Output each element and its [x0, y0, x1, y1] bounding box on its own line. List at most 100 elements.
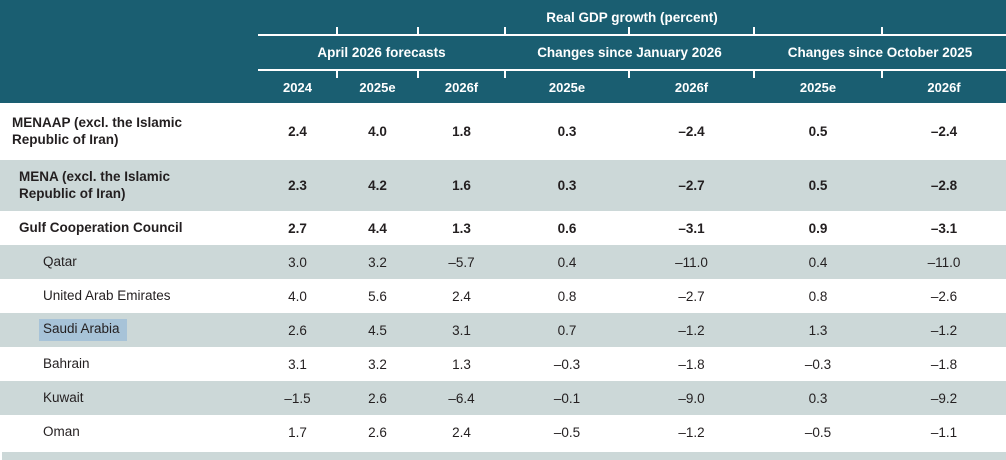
value-cell: 0.5: [808, 178, 828, 193]
value-cell: 1.3: [808, 322, 828, 338]
value-cell: –1.5: [284, 390, 311, 406]
year-column-header: 2025e: [799, 79, 837, 95]
column-group-label: Changes since October 2025: [787, 45, 973, 60]
value-cell: –0.5: [804, 425, 832, 440]
table-row: MENA (excl. the Islamic Republic of Iran…: [0, 160, 1006, 211]
value-cell: 4.4: [368, 220, 387, 236]
table-header: Real GDP growth (percent) April 2026 for…: [0, 0, 1006, 103]
value-cell: 0.3: [557, 124, 577, 139]
year-column-header: 2025e: [548, 79, 586, 95]
value-cell: 1.6: [452, 178, 471, 193]
value-cell: 0.8: [557, 288, 577, 304]
header-tick-mark: [881, 71, 883, 78]
value-cell: –2.4: [930, 124, 958, 139]
value-cell: 1.3: [452, 356, 471, 372]
value-cell: –1.8: [678, 356, 705, 372]
value-cell: 3.2: [368, 254, 387, 270]
value-cell: –11.0: [927, 254, 961, 270]
value-cell: –0.3: [804, 356, 832, 372]
value-cell: –2.4: [678, 124, 705, 139]
value-cell: –3.1: [678, 220, 705, 236]
value-cell: 3.0: [288, 254, 307, 270]
header-tick-mark: [417, 27, 419, 34]
value-cell: –5.7: [448, 254, 475, 270]
value-cell: 2.4: [288, 124, 307, 139]
value-cell: 3.1: [452, 322, 471, 338]
row-label-text: Bahrain: [43, 355, 90, 371]
value-cell: 0.7: [557, 322, 577, 338]
row-label-text: United Arab Emirates: [43, 287, 171, 303]
value-cell: –2.8: [930, 178, 958, 193]
year-column-header: 2026f: [674, 79, 709, 95]
value-cell: –9.2: [930, 390, 958, 406]
header-tick-mark: [628, 27, 630, 34]
table-row: MENAAP (excl. the Islamic Republic of Ir…: [0, 103, 1006, 160]
value-cell: 0.5: [808, 124, 828, 139]
value-cell: 1.7: [288, 425, 307, 440]
table-row: Oman 1.7 2.6 2.4 –0.5 –1.2 –0.5 –1.1: [0, 415, 1006, 450]
header-tick-mark: [753, 71, 755, 78]
value-cell: 0.3: [808, 390, 828, 406]
value-cell: –1.8: [930, 356, 958, 372]
value-cell: –3.1: [930, 220, 958, 236]
value-cell: 1.3: [452, 220, 471, 236]
value-cell: 0.4: [557, 254, 577, 270]
value-cell: 1.8: [452, 124, 471, 139]
value-cell: –1.2: [678, 425, 705, 440]
value-cell: 3.1: [288, 356, 307, 372]
header-tick-mark: [881, 27, 883, 34]
value-cell: 4.0: [368, 124, 387, 139]
value-cell: 2.6: [368, 390, 387, 406]
column-group-label: Changes since January 2026: [537, 45, 722, 60]
row-label: Qatar: [0, 254, 258, 271]
value-cell: –11.0: [675, 254, 708, 270]
value-cell: 0.6: [557, 220, 577, 236]
value-cell: –2.7: [678, 178, 705, 193]
value-cell: 4.2: [368, 178, 387, 193]
row-label: Kuwait: [0, 390, 258, 407]
column-group-label: April 2026 forecasts: [317, 45, 446, 60]
row-label-text: Qatar: [43, 253, 77, 269]
table-row: Kuwait –1.5 2.6 –6.4 –0.1 –9.0 0.3 –9.2: [0, 381, 1006, 415]
value-cell: –2.7: [678, 288, 705, 304]
table-row: Qatar 3.0 3.2 –5.7 0.4 –11.0 0.4 –11.0: [0, 245, 1006, 279]
value-cell: 2.4: [452, 288, 471, 304]
year-header-row: 2024 2025e 2026f 2025e 2026f 2025e 2026f: [258, 71, 1006, 103]
year-column-header: 2026f: [444, 79, 479, 95]
value-cell: 4.5: [368, 322, 387, 338]
value-cell: 2.7: [288, 220, 307, 236]
row-label-text: Oman: [43, 424, 80, 440]
value-cell: –1.1: [930, 425, 958, 440]
row-label: Gulf Cooperation Council: [0, 220, 258, 237]
table-row: Saudi Arabia 2.6 4.5 3.1 0.7 –1.2 1.3 –1.2: [0, 313, 1006, 347]
value-cell: 0.8: [808, 288, 828, 304]
header-tick-mark: [504, 27, 506, 34]
value-cell: –9.0: [678, 390, 705, 406]
value-cell: –1.2: [678, 322, 705, 338]
header-divider-top: [258, 34, 1006, 36]
row-label: Saudi Arabia: [0, 319, 258, 341]
table-body: MENAAP (excl. the Islamic Republic of Ir…: [0, 103, 1006, 450]
value-cell: 0.3: [557, 178, 577, 193]
row-label-text: MENAAP (excl. the Islamic Republic of Ir…: [12, 114, 183, 147]
year-column-header: 2024: [283, 79, 312, 95]
value-cell: 2.6: [368, 425, 387, 440]
row-label-text-selected: Saudi Arabia: [39, 319, 127, 341]
column-group-row: April 2026 forecasts Changes since Januar…: [258, 36, 1006, 69]
value-cell: –2.6: [930, 288, 958, 304]
value-cell: –1.2: [930, 322, 958, 338]
header-tick-mark: [417, 71, 419, 78]
row-label: Oman: [0, 424, 258, 441]
year-column-header: 2026f: [927, 79, 961, 95]
value-cell: –0.5: [553, 425, 581, 440]
partial-next-row: [2, 452, 1006, 460]
value-cell: 2.3: [288, 178, 307, 193]
header-divider-bottom: [258, 69, 1006, 71]
header-tick-mark: [336, 27, 338, 34]
table-title: Real GDP growth (percent): [546, 9, 718, 25]
row-label: Bahrain: [0, 356, 258, 373]
value-cell: 5.6: [368, 288, 387, 304]
value-cell: 0.4: [808, 254, 828, 270]
table-row: United Arab Emirates 4.0 5.6 2.4 0.8 –2.7 0.8 –…: [0, 279, 1006, 313]
